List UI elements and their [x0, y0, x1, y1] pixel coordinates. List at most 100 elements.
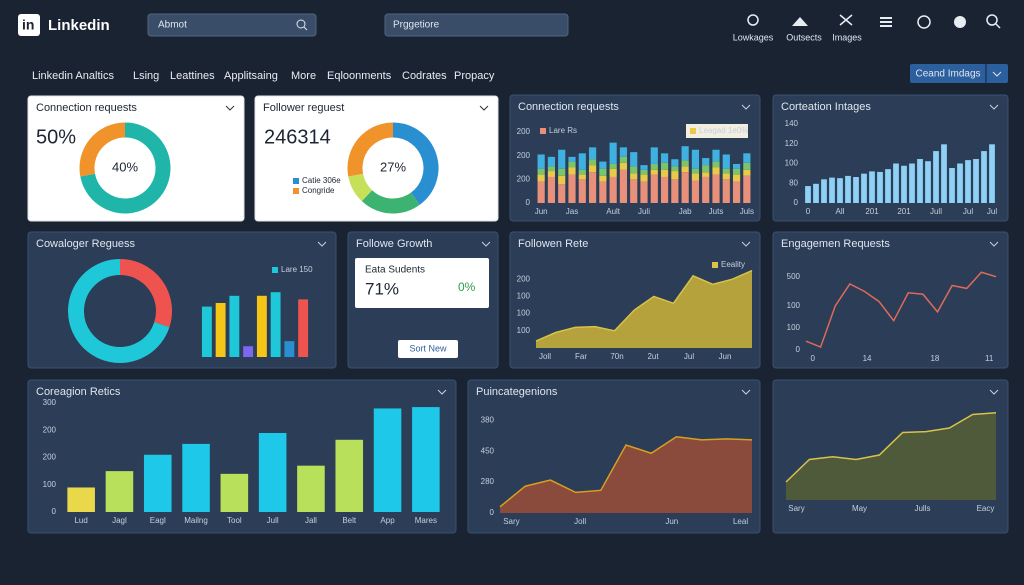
x-tick-label: Ault: [606, 207, 621, 216]
bar: [965, 160, 971, 203]
bar-segment: [568, 161, 576, 168]
bar-segment: [537, 174, 545, 182]
donut-segment: [361, 189, 420, 214]
nav-item[interactable]: More: [291, 70, 316, 82]
icon-gear[interactable]: [954, 16, 966, 28]
icon-search[interactable]: [986, 14, 998, 26]
bar-segment: [671, 159, 679, 167]
y-tick-label: 100: [517, 309, 531, 318]
bar-segment: [732, 174, 741, 182]
y-tick-label: 500: [787, 272, 801, 281]
x-tick-label: Jull: [267, 516, 279, 525]
panel-title: Puincategenions: [476, 386, 558, 398]
panel-chevron[interactable]: [481, 241, 491, 247]
bar: [821, 179, 827, 203]
bar-segment: [537, 168, 545, 175]
bar-segment: [691, 149, 700, 169]
legend-label: Leagad 1e0%: [699, 126, 748, 135]
icon-globe[interactable]: [917, 15, 931, 29]
panel-chevron[interactable]: [989, 389, 999, 395]
bar-segment: [547, 166, 556, 172]
y-tick-label: 120: [785, 139, 799, 148]
nav-item[interactable]: Eqloonments: [327, 70, 392, 82]
nav-item[interactable]: Leattines: [170, 70, 215, 82]
bar: [412, 407, 440, 512]
x-tick-label: 0: [811, 354, 816, 363]
bar-segment: [599, 181, 607, 203]
bar-segment: [722, 154, 730, 169]
x-tick-label: Joll: [574, 517, 586, 526]
panel-chevron[interactable]: [741, 241, 751, 247]
x-tick-label: 0: [806, 207, 811, 216]
bar-segment: [547, 176, 556, 203]
nav-item[interactable]: Codrates: [402, 70, 447, 82]
icon-outsects[interactable]: [792, 17, 808, 26]
search-box-2[interactable]: [384, 13, 569, 37]
line: [535, 269, 753, 342]
bar: [989, 144, 995, 203]
bar-segment: [568, 174, 576, 203]
nav-item[interactable]: Applitsaing: [224, 70, 278, 82]
panel-chevron[interactable]: [989, 241, 999, 247]
bar-segment: [640, 181, 648, 203]
nav-item[interactable]: Lsing: [133, 70, 159, 82]
action-button[interactable]: [910, 64, 1008, 83]
y-tick-label: 0: [526, 198, 531, 207]
bar: [949, 168, 955, 203]
stat-change: 0%: [458, 280, 476, 294]
panel-chevron[interactable]: [989, 104, 999, 110]
panel-chevron[interactable]: [741, 104, 751, 110]
bar-segment: [588, 165, 597, 173]
nav-item[interactable]: Propacy: [454, 70, 495, 82]
bar-segment: [722, 179, 730, 203]
bar: [805, 186, 811, 203]
icon-lowkages[interactable]: [747, 14, 759, 26]
x-tick-label: Jall: [305, 516, 317, 525]
y-tick-label: 300: [43, 398, 57, 407]
x-tick-label: Jul: [963, 207, 973, 216]
icon-list[interactable]: [880, 17, 892, 27]
search-box[interactable]: [147, 13, 317, 37]
area: [536, 270, 752, 348]
line: [805, 271, 997, 349]
bar: [215, 303, 226, 357]
panel-chevron[interactable]: [225, 105, 235, 111]
bar-segment: [619, 169, 628, 203]
x-tick-label: Jun: [719, 352, 732, 361]
bar-segment: [712, 167, 720, 175]
bar: [861, 173, 867, 203]
legend-label: Eeality: [721, 260, 745, 269]
search-icon: [296, 19, 306, 29]
panel: [254, 95, 499, 222]
bar-segment: [660, 169, 669, 177]
bar-segment: [691, 180, 700, 203]
x-tick-label: Sary: [503, 517, 519, 526]
y-tick-label: 80: [789, 178, 798, 187]
panel-chevron[interactable]: [479, 105, 489, 111]
panel-chevron[interactable]: [437, 389, 447, 395]
panel-chevron[interactable]: [741, 389, 751, 395]
bar-segment: [660, 162, 669, 170]
bar-segment: [547, 156, 556, 167]
kpi: 50%: [36, 126, 76, 148]
sort-button[interactable]: [398, 340, 458, 358]
bar-segment: [681, 172, 689, 203]
panel-chevron[interactable]: [317, 241, 327, 247]
x-tick-label: Eacy: [977, 504, 995, 513]
y-tick-label: 200: [43, 425, 57, 434]
bar-segment: [691, 168, 700, 174]
bar: [901, 165, 907, 203]
stat-value: 71%: [365, 279, 399, 298]
x-tick-label: Leal: [733, 517, 748, 526]
nav-item[interactable]: Linkedin Analtics: [32, 70, 114, 82]
icon-images[interactable]: [839, 14, 853, 26]
bar-segment: [702, 165, 710, 173]
bar: [845, 175, 851, 203]
y-tick-label: 100: [785, 159, 799, 168]
y-tick-label: 100: [43, 480, 57, 489]
bar-segment: [660, 153, 669, 163]
bar-segment: [588, 147, 597, 160]
bar: [957, 163, 963, 203]
legend-label: Catie 306e: [302, 176, 341, 185]
panel-title: Cowaloger Reguess: [36, 238, 136, 250]
